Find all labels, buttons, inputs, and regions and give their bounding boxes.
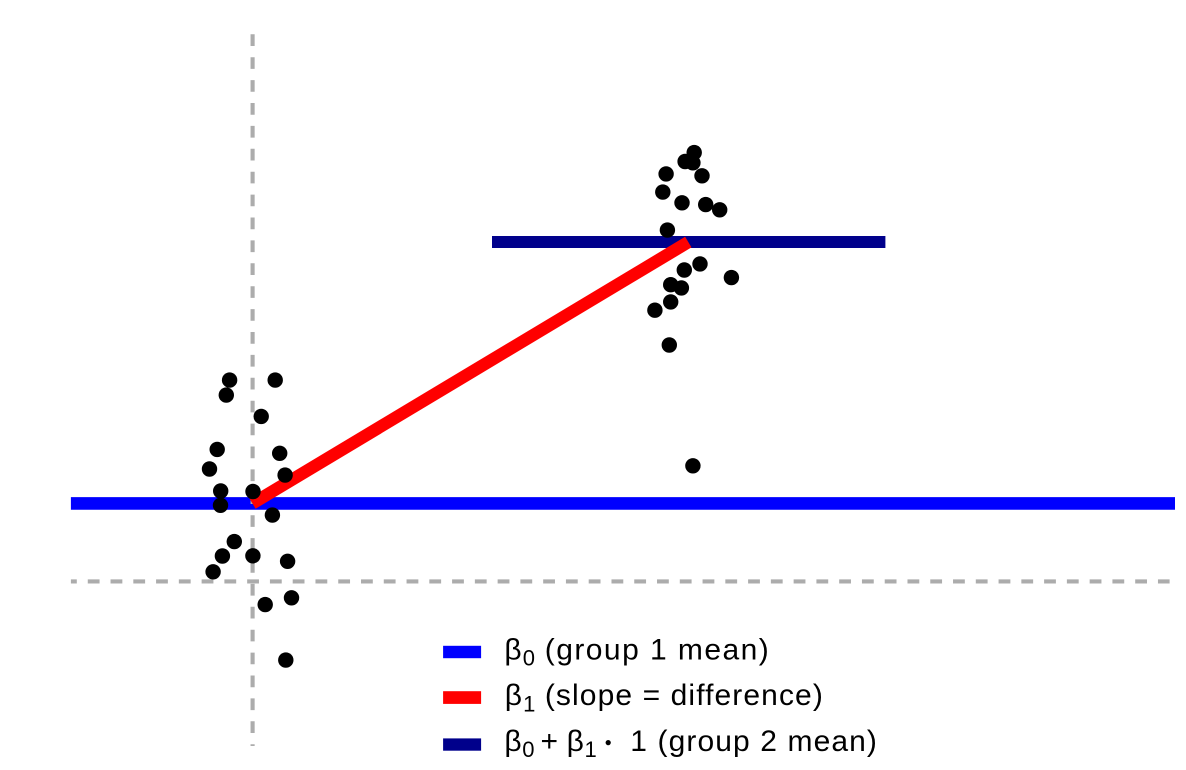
svg-text:β0+β1​1 (group 2 mean): β0+β1​1 (group 2 mean) <box>504 725 878 762</box>
svg-text:β1 (slope = difference): β1 (slope = difference) <box>505 679 824 716</box>
svg-text:β0 (group 1 mean): β0 (group 1 mean) <box>504 633 770 670</box>
